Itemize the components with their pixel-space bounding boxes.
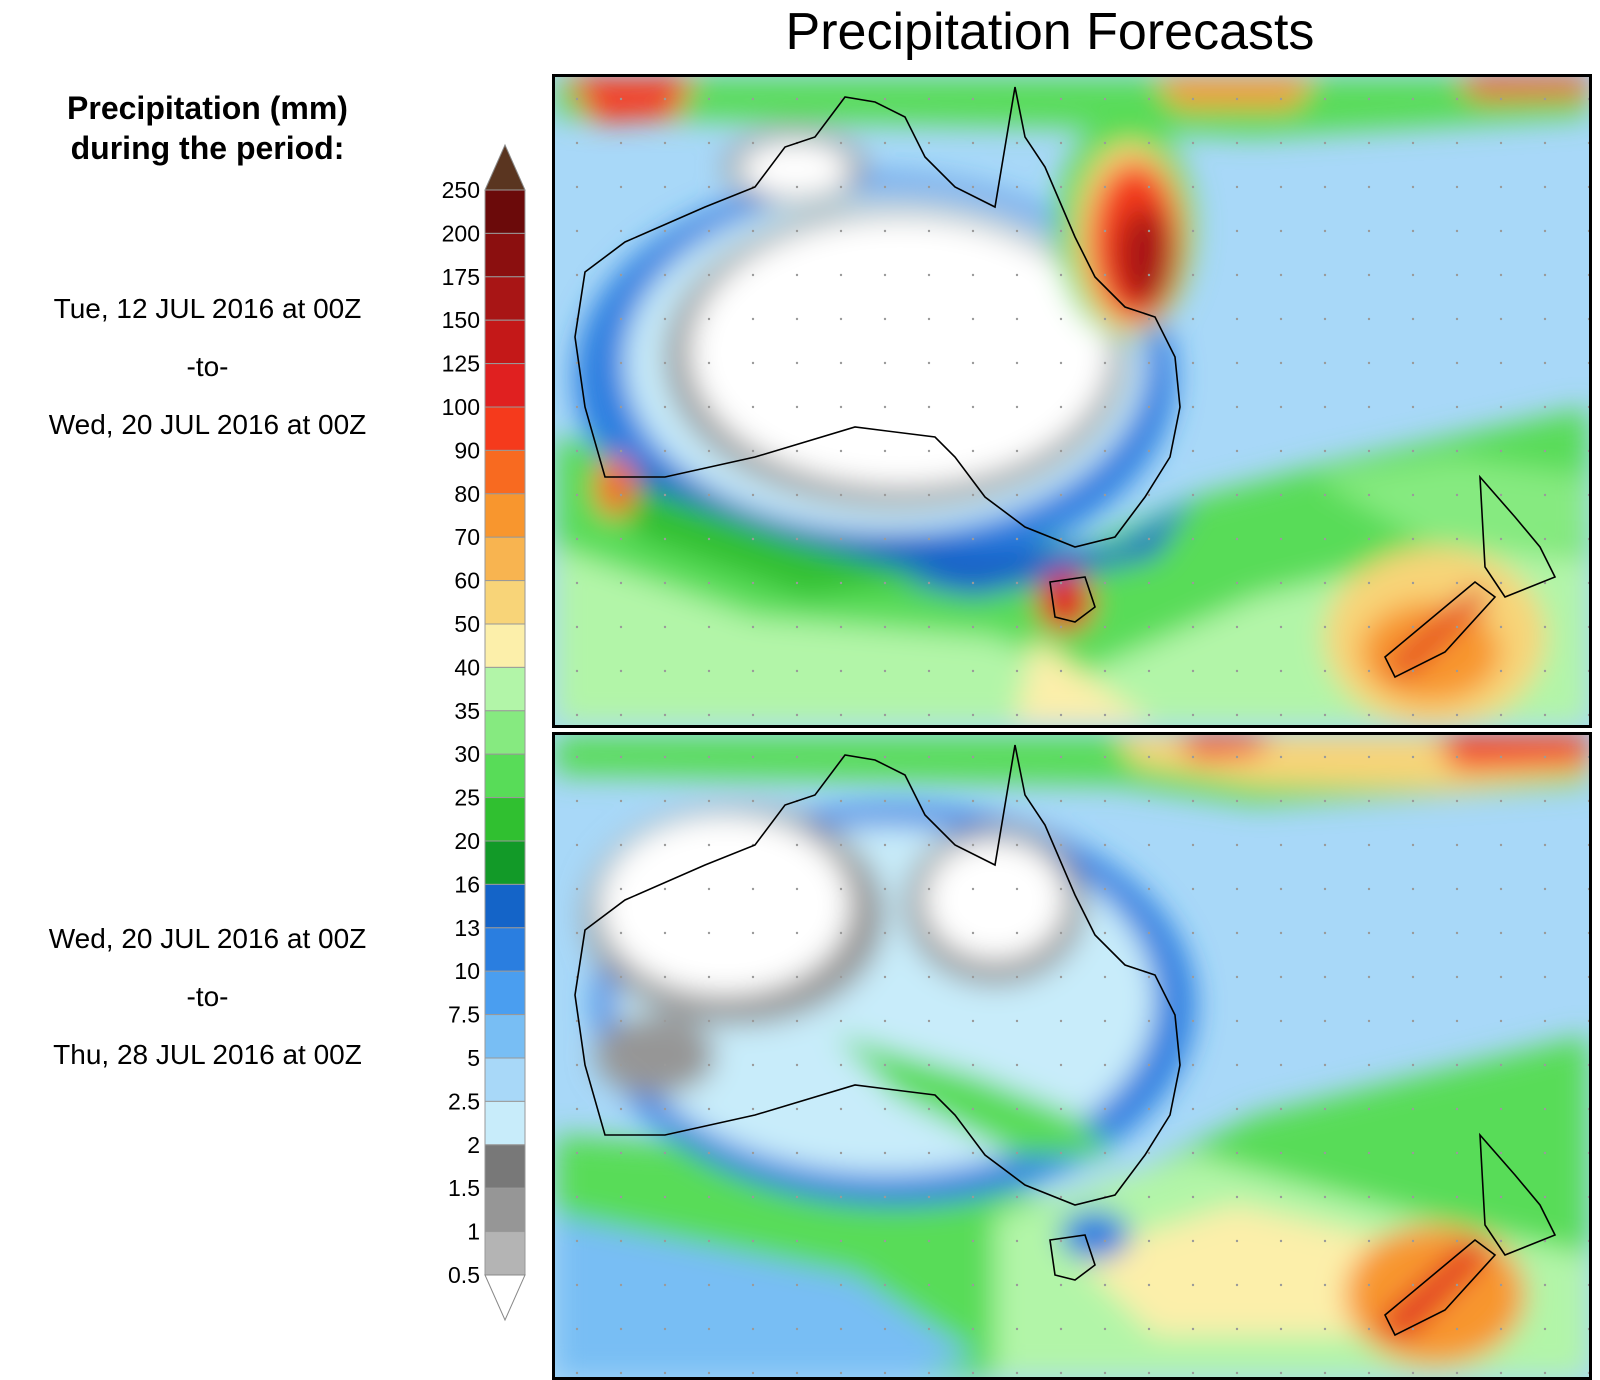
legend-tick-label: 125 [442,351,480,377]
legend-tick-label: 250 [442,177,480,203]
legend-tick-label: 0.5 [448,1262,480,1288]
legend-swatch [484,580,526,625]
legend-tick-label: 80 [454,481,480,507]
period-2-label: Wed, 20 JUL 2016 at 00Z -to- Thu, 28 JUL… [10,910,405,1084]
page-title: Precipitation Forecasts [785,3,1315,61]
legend-swatch [484,189,526,234]
legend-swatch [484,753,526,799]
period-1-start: Tue, 12 JUL 2016 at 00Z [53,293,362,324]
legend-tick-label: 16 [454,871,480,897]
legend-swatch [484,276,526,321]
legend-tick-label: 35 [454,698,480,724]
legend-tick-label: 90 [454,437,480,463]
legend-swatch [484,449,526,495]
legend-tick-label: 10 [454,958,480,984]
period-1-end: Wed, 20 JUL 2016 at 00Z [48,409,367,440]
map-panel-2-canvas [555,735,1589,1377]
legend-tick-label: 2 [467,1132,480,1158]
legend-swatch [484,1231,526,1276]
legend-swatch [484,1144,526,1189]
legend-swatch [484,493,526,538]
map-panel-1-canvas [555,77,1589,725]
legend-swatch [484,666,526,712]
period-2-end: Thu, 28 JUL 2016 at 00Z [53,1039,362,1070]
legend-swatch [484,970,526,1016]
legend-tick-label: 200 [442,220,480,246]
legend-tick-label: 13 [454,915,480,941]
period-2-start: Wed, 20 JUL 2016 at 00Z [48,923,367,954]
legend-tick-label: 50 [454,611,480,637]
map-panel-period-2 [552,732,1592,1380]
coastline [574,86,1557,679]
legend-tick-label: 60 [454,568,480,594]
legend-tick-label: 2.5 [448,1088,480,1114]
coastline [574,744,1557,1337]
legend-swatch [484,319,526,365]
legend-over-arrow [484,143,526,191]
legend-swatch [484,232,526,278]
legend-tick-label: 1.5 [448,1175,480,1201]
legend-tick-label: 25 [454,785,480,811]
legend-tick-label: 1 [467,1219,480,1245]
legend-swatch [484,406,526,451]
legend-heading-line1: Precipitation (mm) [67,90,348,126]
legend-swatch [484,883,526,929]
map-panel-period-1 [552,74,1592,728]
legend-swatch [484,927,526,972]
legend-tick-label: 175 [442,264,480,290]
precipitation-color-bar: 2502001751501251009080706050403530252016… [442,143,526,1322]
legend-swatch [484,840,526,885]
legend-tick-label: 7.5 [448,1002,480,1028]
legend-tick-label: 100 [442,394,480,420]
legend-swatch [484,536,526,582]
legend-swatch [484,1187,526,1233]
legend-tick-label: 30 [454,741,480,767]
legend-swatch [484,1014,526,1059]
legend-swatch [484,710,526,755]
legend-swatch [484,1057,526,1102]
legend-swatch [484,363,526,408]
legend-swatch [484,1100,526,1146]
legend-heading: Precipitation (mm) during the period: [20,88,395,168]
legend-tick-label: 5 [467,1045,480,1071]
legend-tick-label: 40 [454,654,480,680]
period-2-separator: -to- [186,981,229,1012]
period-1-separator: -to- [186,351,229,382]
legend-swatch [484,797,526,842]
legend-under-arrow [484,1274,526,1322]
legend-tick-label: 150 [442,307,480,333]
legend-swatch [484,623,526,668]
legend-tick-label: 20 [454,828,480,854]
legend-tick-label: 70 [454,524,480,550]
legend-heading-line2: during the period: [70,130,345,166]
period-1-label: Tue, 12 JUL 2016 at 00Z -to- Wed, 20 JUL… [10,280,405,454]
